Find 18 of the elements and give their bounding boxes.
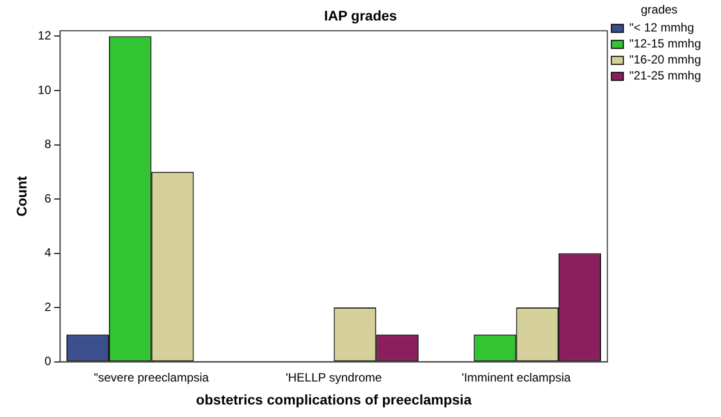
- x-tick-label: 'Imminent eclampsia: [462, 370, 571, 384]
- legend-label: "< 12 mmhg: [629, 20, 694, 35]
- y-tick-label: 6: [44, 191, 52, 206]
- legend-label: "21-25 mmhg: [629, 68, 701, 83]
- x-axis-title: obstetrics complications of preeclampsia: [196, 391, 472, 408]
- y-tick-label: 8: [44, 137, 52, 152]
- chart-title: IAP grades: [324, 7, 398, 24]
- legend-label: "16-20 mmhg: [629, 52, 701, 67]
- y-tick-label: 2: [44, 300, 52, 314]
- legend-label: "12-15 mmhg: [629, 36, 701, 51]
- y-tick-label: 0: [44, 354, 52, 368]
- x-tick-label: "severe preeclampsia: [94, 370, 210, 384]
- x-tick-label: 'HELLP syndrome: [286, 370, 382, 384]
- y-tick-label: 4: [44, 246, 52, 260]
- y-axis-title: Count: [13, 176, 30, 217]
- y-tick-label: 10: [38, 82, 52, 97]
- legend-title: grades: [640, 2, 678, 16]
- y-tick-label: 12: [38, 28, 52, 43]
